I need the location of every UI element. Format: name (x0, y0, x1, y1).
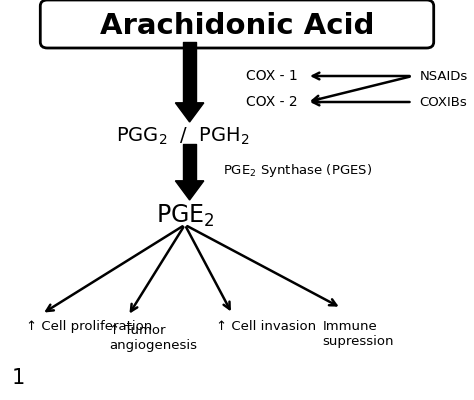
Text: ↑ Tumor
angiogenesis: ↑ Tumor angiogenesis (109, 324, 197, 352)
Text: ↑ Cell invasion: ↑ Cell invasion (216, 320, 316, 333)
Text: Immune
supression: Immune supression (322, 320, 394, 348)
FancyBboxPatch shape (40, 0, 434, 48)
Text: COX - 1: COX - 1 (246, 69, 298, 83)
Text: ↑ Cell proliferation: ↑ Cell proliferation (26, 320, 152, 333)
Text: COXIBs: COXIBs (419, 96, 467, 108)
Polygon shape (175, 103, 204, 122)
Text: PGE$_2$ Synthase (PGES): PGE$_2$ Synthase (PGES) (223, 162, 372, 178)
Polygon shape (175, 181, 204, 200)
Text: COX - 2: COX - 2 (246, 95, 298, 109)
Text: 1: 1 (12, 368, 25, 388)
Text: NSAIDs: NSAIDs (419, 70, 468, 82)
Text: Arachidonic Acid: Arachidonic Acid (100, 12, 374, 40)
Text: PGE$_2$: PGE$_2$ (155, 203, 214, 229)
Text: PGG$_2$  /  PGH$_2$: PGG$_2$ / PGH$_2$ (116, 125, 249, 147)
